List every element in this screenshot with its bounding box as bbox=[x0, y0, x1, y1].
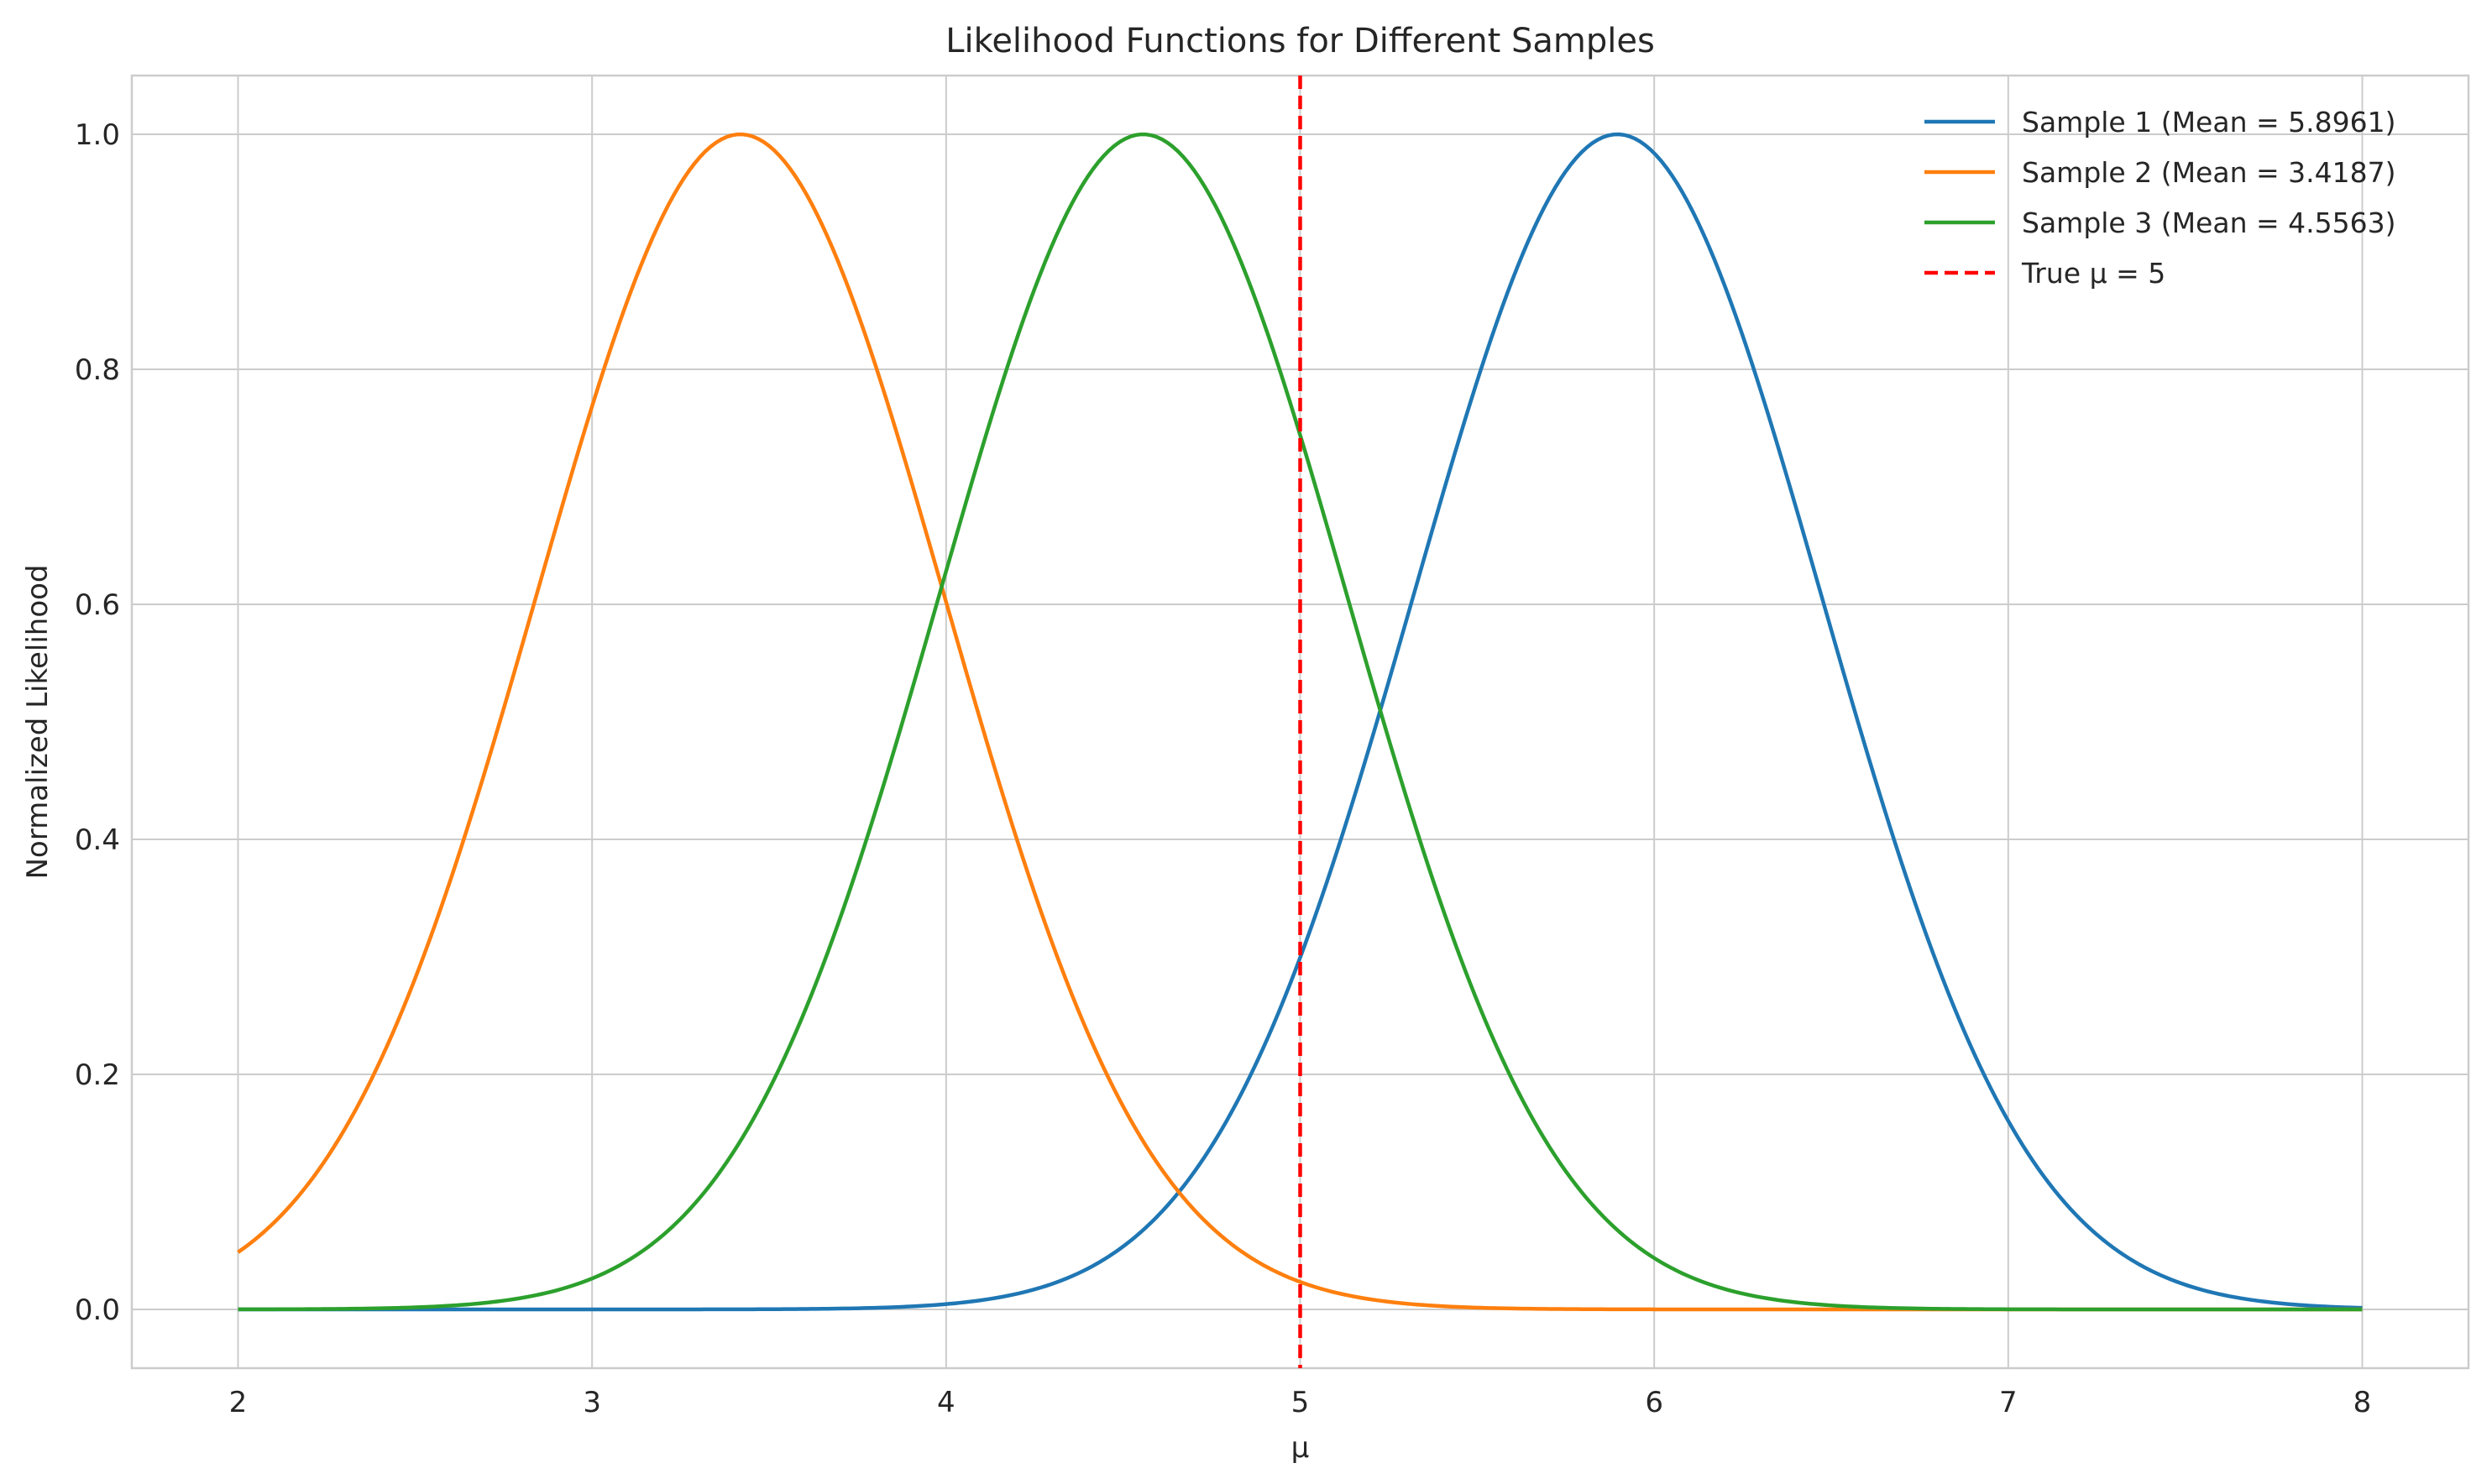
y-tick-label: 0.0 bbox=[75, 1293, 120, 1327]
series-line-3 bbox=[238, 132, 2363, 1312]
x-tick-label: 7 bbox=[1999, 1386, 2018, 1419]
legend-label-3: Sample 3 (Mean = 4.5563) bbox=[2022, 206, 2395, 239]
x-axis-label: μ bbox=[1291, 1431, 1310, 1465]
series-line-1 bbox=[238, 132, 2363, 1312]
x-tick-label: 8 bbox=[2353, 1386, 2372, 1419]
x-tick-label: 2 bbox=[229, 1386, 248, 1419]
y-axis-label: Normalized Likelihood bbox=[21, 564, 55, 879]
legend: Sample 1 (Mean = 5.8961) Sample 2 (Mean =… bbox=[1924, 106, 2395, 290]
ticks-layer: 2 3 4 5 6 7 8 0.0 0.2 0.4 0.6 0.8 1.0 bbox=[75, 118, 2371, 1419]
y-tick-label: 0.4 bbox=[75, 823, 120, 857]
x-tick-label: 6 bbox=[1645, 1386, 1663, 1419]
x-tick-label: 5 bbox=[1291, 1386, 1310, 1419]
x-tick-label: 4 bbox=[937, 1386, 955, 1419]
x-tick-label: 3 bbox=[583, 1386, 601, 1419]
y-tick-label: 0.6 bbox=[75, 588, 120, 622]
legend-label-2: Sample 2 (Mean = 3.4187) bbox=[2022, 156, 2395, 189]
y-tick-label: 0.8 bbox=[75, 353, 120, 387]
legend-label-1: Sample 1 (Mean = 5.8961) bbox=[2022, 106, 2395, 138]
chart-title: Likelihood Functions for Different Sampl… bbox=[945, 22, 1655, 60]
legend-label-4: True μ = 5 bbox=[2021, 257, 2165, 290]
series-layer bbox=[237, 76, 2363, 1368]
y-tick-label: 0.2 bbox=[75, 1058, 120, 1092]
y-tick-label: 1.0 bbox=[75, 118, 120, 152]
